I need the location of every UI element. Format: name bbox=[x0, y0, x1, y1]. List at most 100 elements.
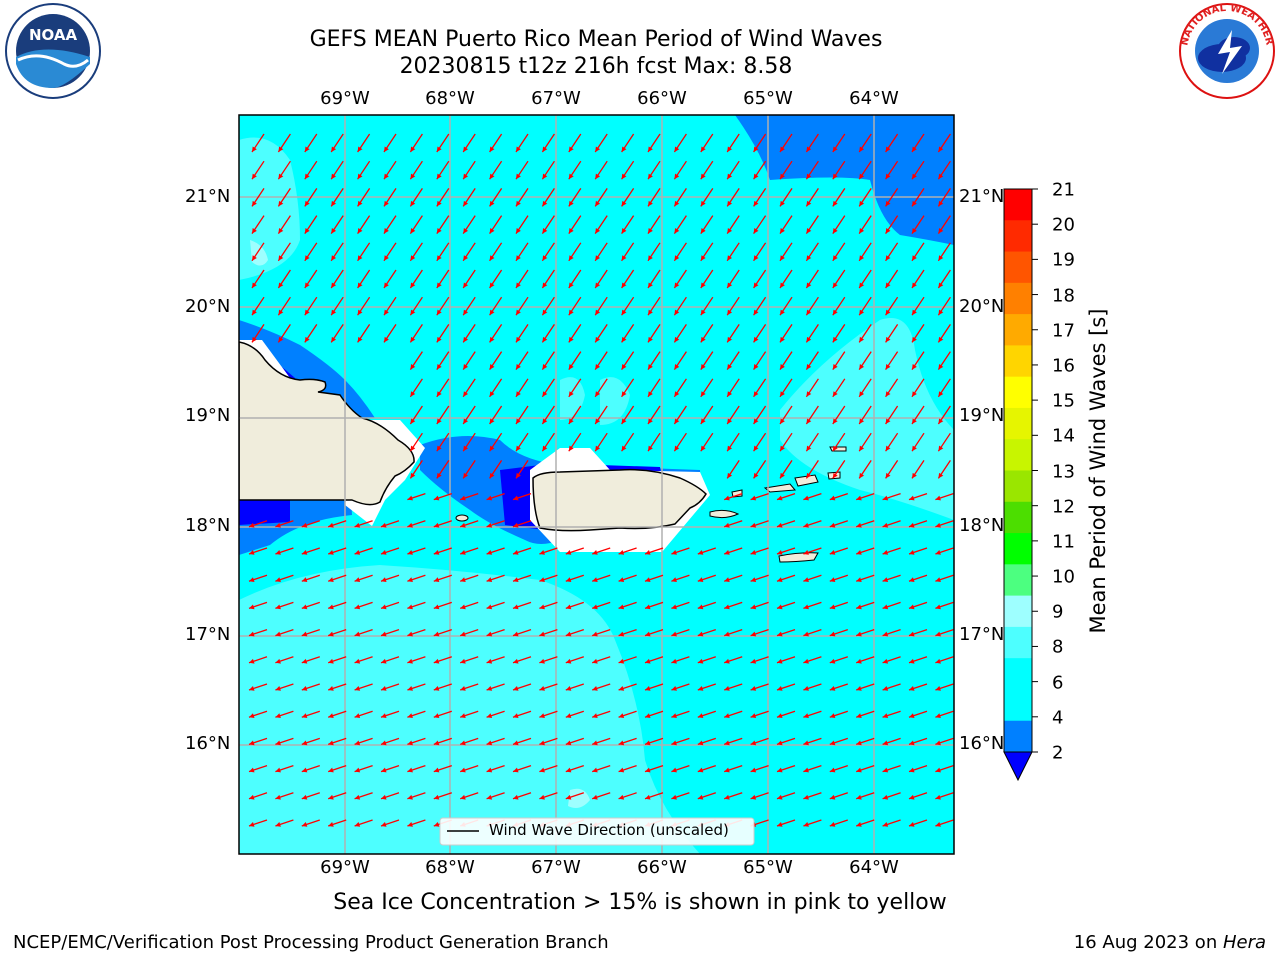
wave-direction-arrow bbox=[486, 683, 505, 691]
wave-direction-arrow bbox=[357, 242, 371, 262]
lon-label-top: 64°W bbox=[849, 88, 899, 109]
wave-direction-arrow bbox=[275, 737, 294, 746]
wave-direction-arrow bbox=[673, 160, 687, 180]
wave-direction-arrow bbox=[697, 764, 717, 773]
wave-direction-arrow bbox=[380, 792, 400, 800]
wave-direction-arrow bbox=[908, 574, 928, 582]
wave-direction-arrow bbox=[327, 601, 347, 610]
wave-direction-arrow bbox=[354, 819, 373, 827]
wave-direction-arrow bbox=[383, 133, 397, 153]
wave-direction-arrow bbox=[858, 460, 872, 479]
wave-direction-arrow bbox=[380, 819, 400, 827]
colorbar-tick-label: 2 bbox=[1052, 742, 1064, 764]
wave-direction-arrow bbox=[805, 160, 819, 180]
wave-direction-arrow bbox=[937, 351, 951, 370]
colorbar-segment bbox=[1004, 564, 1032, 597]
wave-direction-arrow bbox=[301, 547, 321, 555]
wave-direction-arrow bbox=[594, 133, 608, 153]
noaa-logo: NOAA bbox=[4, 2, 102, 100]
wave-direction-arrow bbox=[803, 547, 822, 555]
wave-direction-arrow bbox=[565, 764, 585, 773]
wave-direction-arrow bbox=[568, 242, 582, 262]
wave-direction-arrow bbox=[515, 351, 529, 370]
wave-direction-arrow bbox=[248, 547, 268, 555]
wave-direction-arrow bbox=[885, 133, 899, 153]
wave-direction-arrow bbox=[380, 764, 400, 773]
wave-direction-arrow bbox=[407, 628, 426, 637]
wave-direction-arrow bbox=[753, 133, 767, 153]
wave-direction-arrow bbox=[489, 242, 503, 262]
wave-direction-arrow bbox=[568, 324, 582, 343]
wave-direction-arrow bbox=[803, 683, 822, 691]
wave-direction-arrow bbox=[486, 492, 505, 501]
lon-label-bottom: 64°W bbox=[849, 857, 899, 878]
wave-direction-arrow bbox=[380, 656, 400, 664]
wave-direction-arrow bbox=[882, 656, 901, 664]
wave-direction-arrow bbox=[459, 683, 479, 691]
wave-direction-arrow bbox=[541, 296, 555, 316]
wave-direction-arrow bbox=[301, 656, 321, 664]
wave-direction-arrow bbox=[565, 737, 585, 746]
wave-direction-arrow bbox=[594, 432, 608, 452]
wave-direction-arrow bbox=[700, 215, 714, 234]
wave-direction-arrow bbox=[330, 242, 344, 262]
wave-direction-arrow bbox=[591, 656, 611, 664]
wave-direction-arrow bbox=[248, 601, 268, 610]
wave-direction-arrow bbox=[723, 792, 743, 800]
wave-direction-arrow bbox=[383, 188, 397, 207]
wave-direction-arrow bbox=[805, 188, 819, 207]
wave-direction-arrow bbox=[304, 242, 318, 262]
wave-direction-arrow bbox=[409, 351, 423, 370]
wave-direction-arrow bbox=[647, 133, 661, 153]
wave-direction-arrow bbox=[539, 710, 558, 718]
wave-direction-arrow bbox=[805, 133, 819, 153]
wave-direction-arrow bbox=[726, 269, 740, 289]
wave-direction-arrow bbox=[327, 656, 347, 664]
wave-direction-arrow bbox=[251, 160, 265, 180]
wave-direction-arrow bbox=[489, 215, 503, 234]
wave-direction-arrow bbox=[248, 574, 268, 582]
wave-direction-arrow bbox=[327, 710, 347, 718]
wave-direction-arrow bbox=[803, 737, 822, 746]
wave-direction-arrow bbox=[409, 242, 423, 262]
wave-direction-arrow bbox=[671, 764, 690, 773]
footer-host: Hera bbox=[1222, 932, 1266, 953]
wave-direction-arrow bbox=[885, 460, 899, 479]
wave-direction-arrow bbox=[832, 460, 846, 479]
lat-label-left: 19°N bbox=[185, 405, 231, 426]
wave-direction-arrow bbox=[436, 324, 450, 343]
lon-label-top: 68°W bbox=[425, 88, 475, 109]
wave-direction-arrow bbox=[489, 460, 503, 479]
wave-direction-arrow bbox=[591, 574, 611, 582]
wave-direction-arrow bbox=[568, 351, 582, 370]
wave-direction-arrow bbox=[407, 547, 426, 555]
wave-direction-arrow bbox=[885, 160, 899, 180]
wave-direction-arrow bbox=[591, 764, 611, 773]
wave-direction-arrow bbox=[647, 351, 661, 370]
wave-direction-arrow bbox=[515, 378, 529, 398]
wave-direction-arrow bbox=[436, 160, 450, 180]
wave-direction-arrow bbox=[327, 547, 347, 555]
wave-direction-arrow bbox=[357, 269, 371, 289]
legend-label: Wind Wave Direction (unscaled) bbox=[489, 821, 729, 839]
wave-direction-arrow bbox=[357, 160, 371, 180]
wave-direction-arrow bbox=[776, 792, 796, 800]
wave-direction-arrow bbox=[433, 737, 453, 746]
wave-direction-arrow bbox=[462, 296, 476, 316]
wave-direction-arrow bbox=[803, 492, 822, 501]
wave-direction-arrow bbox=[673, 215, 687, 234]
wave-direction-arrow bbox=[671, 792, 690, 800]
wave-direction-arrow bbox=[407, 574, 426, 582]
wave-direction-arrow bbox=[805, 460, 819, 479]
wave-direction-arrow bbox=[908, 764, 928, 773]
wave-direction-arrow bbox=[618, 737, 637, 746]
wave-direction-arrow bbox=[723, 574, 743, 582]
wave-direction-arrow bbox=[380, 710, 400, 718]
wave-direction-arrow bbox=[407, 520, 426, 528]
wave-direction-arrow bbox=[618, 628, 637, 637]
wave-direction-arrow bbox=[697, 792, 717, 800]
nws-logo: NATIONAL WEATHER SERVICE bbox=[1174, 0, 1276, 100]
wave-direction-arrow bbox=[248, 683, 268, 691]
wave-direction-arrow bbox=[723, 710, 743, 718]
wave-direction-arrow bbox=[882, 492, 901, 501]
